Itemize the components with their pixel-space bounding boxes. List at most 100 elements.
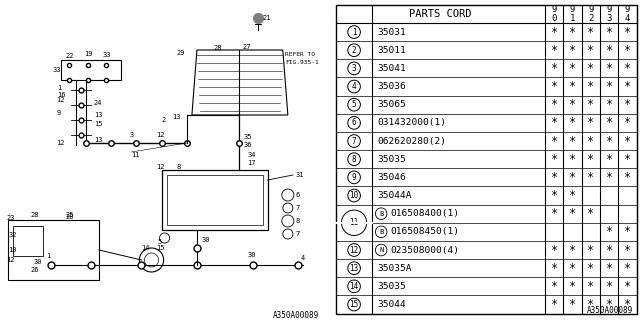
Text: 031432000(1): 031432000(1): [377, 118, 446, 127]
Text: 35031: 35031: [377, 28, 406, 36]
Text: *: *: [569, 298, 576, 311]
Text: *: *: [605, 98, 613, 111]
Text: *: *: [569, 171, 576, 184]
Text: 9
0: 9 0: [552, 5, 557, 22]
Text: *: *: [605, 80, 613, 93]
Text: *: *: [624, 244, 631, 257]
Text: *: *: [550, 189, 557, 202]
Text: 35035A: 35035A: [377, 264, 412, 273]
Text: A350A00089: A350A00089: [588, 306, 634, 315]
Text: *: *: [569, 80, 576, 93]
Text: 15: 15: [94, 121, 102, 127]
Text: 4: 4: [301, 255, 305, 261]
Text: 2: 2: [352, 46, 356, 55]
Text: *: *: [569, 153, 576, 166]
Text: *: *: [569, 116, 576, 129]
Text: 22: 22: [66, 53, 74, 59]
Text: *: *: [624, 153, 631, 166]
Text: 3: 3: [352, 64, 356, 73]
Text: 9
2: 9 2: [588, 5, 593, 22]
Text: 14: 14: [141, 245, 150, 251]
Bar: [166, 175, 262, 225]
Text: 10: 10: [8, 247, 17, 253]
Text: *: *: [569, 62, 576, 75]
Text: *: *: [588, 171, 595, 184]
Text: 5: 5: [157, 239, 162, 245]
Text: 31: 31: [296, 172, 305, 178]
Text: *: *: [588, 262, 595, 275]
Text: *: *: [550, 134, 557, 148]
Text: 17: 17: [248, 160, 256, 166]
Text: 33: 33: [52, 67, 61, 73]
Text: 28: 28: [214, 45, 222, 51]
Text: 28: 28: [30, 212, 39, 218]
Text: 016508400(1): 016508400(1): [390, 209, 460, 218]
Text: 12: 12: [6, 257, 15, 263]
Text: *: *: [605, 262, 613, 275]
Text: *: *: [588, 80, 595, 93]
Text: *: *: [588, 280, 595, 293]
Text: *: *: [550, 153, 557, 166]
Text: 9
3: 9 3: [607, 5, 612, 22]
Text: 13: 13: [94, 137, 102, 143]
Text: *: *: [569, 262, 576, 275]
Text: *: *: [550, 26, 557, 38]
Text: *: *: [550, 207, 557, 220]
Text: *: *: [588, 153, 595, 166]
Text: 30: 30: [33, 259, 42, 265]
Text: PARTS CORD: PARTS CORD: [409, 9, 472, 19]
Text: 16: 16: [58, 92, 66, 98]
Text: *: *: [588, 244, 595, 257]
Text: *: *: [624, 116, 631, 129]
Text: 3: 3: [129, 132, 134, 138]
Text: 24: 24: [94, 100, 102, 106]
Text: REFER TO: REFER TO: [285, 52, 315, 58]
Text: *: *: [569, 189, 576, 202]
Text: 26: 26: [30, 267, 39, 273]
Text: 15: 15: [349, 300, 358, 309]
Text: 11: 11: [131, 152, 140, 158]
Text: 7: 7: [352, 137, 356, 146]
Text: 29: 29: [177, 50, 185, 56]
Text: *: *: [588, 98, 595, 111]
Text: 27: 27: [243, 44, 251, 50]
Text: *: *: [605, 153, 613, 166]
Text: *: *: [624, 134, 631, 148]
Text: 062620280(2): 062620280(2): [377, 137, 446, 146]
Text: 4: 4: [352, 82, 356, 91]
Text: 36: 36: [243, 142, 252, 148]
Text: *: *: [569, 280, 576, 293]
Text: *: *: [569, 26, 576, 38]
Bar: [8, 220, 99, 280]
Text: *: *: [605, 116, 613, 129]
Text: 35044A: 35044A: [377, 191, 412, 200]
Text: *: *: [550, 171, 557, 184]
Text: 1: 1: [58, 85, 62, 91]
Text: *: *: [550, 280, 557, 293]
Text: 35046: 35046: [377, 173, 406, 182]
Text: *: *: [588, 134, 595, 148]
Text: 10: 10: [349, 191, 358, 200]
Text: 8: 8: [352, 155, 356, 164]
Text: *: *: [624, 262, 631, 275]
Text: 12: 12: [56, 140, 65, 146]
Text: *: *: [550, 298, 557, 311]
Text: 35035: 35035: [377, 155, 406, 164]
Text: *: *: [550, 80, 557, 93]
Text: 35: 35: [243, 134, 252, 140]
Text: 14: 14: [349, 282, 358, 291]
Text: 35036: 35036: [377, 82, 406, 91]
Text: *: *: [569, 207, 576, 220]
Text: *: *: [605, 171, 613, 184]
Text: 8: 8: [177, 164, 181, 170]
Text: 11: 11: [349, 218, 358, 227]
Text: 023508000(4): 023508000(4): [390, 245, 460, 254]
Text: *: *: [624, 98, 631, 111]
Text: 9: 9: [56, 110, 61, 116]
Text: *: *: [569, 244, 576, 257]
Text: *: *: [624, 225, 631, 238]
Text: 1: 1: [352, 28, 356, 36]
Text: *: *: [605, 26, 613, 38]
Text: 19: 19: [84, 51, 92, 57]
Text: *: *: [605, 62, 613, 75]
